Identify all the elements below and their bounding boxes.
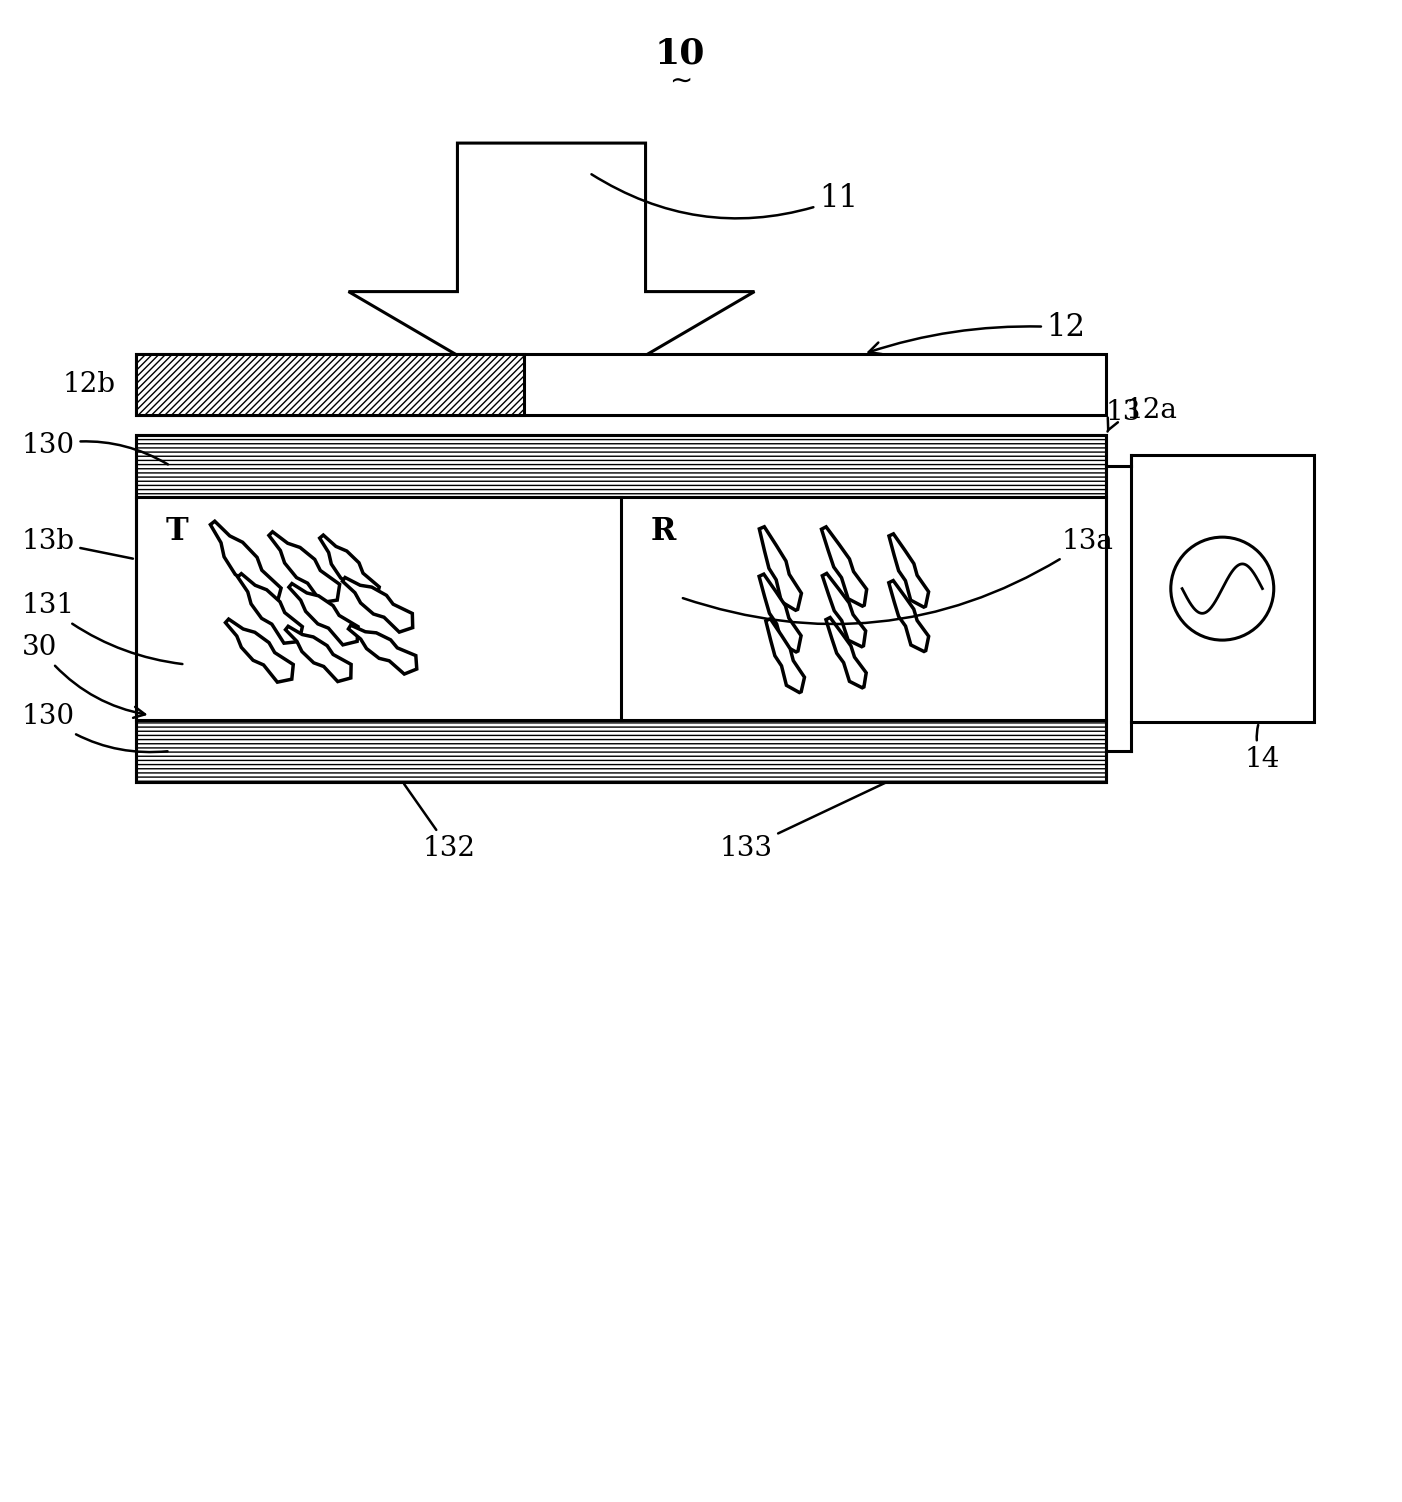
- Polygon shape: [760, 527, 802, 610]
- Bar: [136, 721, 1106, 781]
- Polygon shape: [349, 625, 416, 674]
- Polygon shape: [822, 527, 866, 607]
- Text: 130: 130: [22, 703, 168, 753]
- Text: 10: 10: [655, 38, 705, 71]
- Polygon shape: [320, 535, 380, 602]
- Text: 13: 13: [1106, 400, 1141, 431]
- Polygon shape: [238, 574, 303, 643]
- Polygon shape: [765, 619, 805, 692]
- Polygon shape: [823, 574, 865, 647]
- Text: 131: 131: [22, 592, 182, 664]
- Text: 12: 12: [869, 312, 1085, 354]
- Polygon shape: [889, 581, 928, 652]
- Polygon shape: [826, 617, 866, 688]
- Text: 133: 133: [719, 783, 885, 862]
- Polygon shape: [269, 532, 339, 602]
- Text: ∼: ∼: [669, 66, 691, 95]
- Text: 12a: 12a: [1126, 397, 1178, 424]
- Bar: [1130, 455, 1314, 722]
- Polygon shape: [226, 619, 293, 682]
- Polygon shape: [758, 574, 801, 652]
- Text: 132: 132: [404, 784, 475, 862]
- Bar: [136, 354, 524, 416]
- Circle shape: [1171, 538, 1274, 640]
- Bar: [136, 354, 1106, 416]
- Text: 13a: 13a: [683, 529, 1113, 625]
- Text: T: T: [165, 517, 188, 547]
- Polygon shape: [286, 626, 350, 682]
- Text: 13b: 13b: [22, 529, 133, 559]
- Text: R: R: [651, 517, 676, 547]
- Polygon shape: [349, 143, 754, 410]
- Polygon shape: [342, 577, 412, 632]
- Bar: [136, 436, 1106, 781]
- Text: 12b: 12b: [63, 371, 116, 398]
- Polygon shape: [889, 533, 928, 607]
- Bar: [136, 436, 1106, 497]
- Text: 30: 30: [22, 634, 144, 718]
- Polygon shape: [210, 521, 280, 605]
- Bar: [136, 497, 1106, 721]
- Text: 11: 11: [592, 174, 858, 218]
- Text: 130: 130: [22, 433, 168, 464]
- Polygon shape: [289, 584, 358, 644]
- Text: 14: 14: [1245, 725, 1280, 774]
